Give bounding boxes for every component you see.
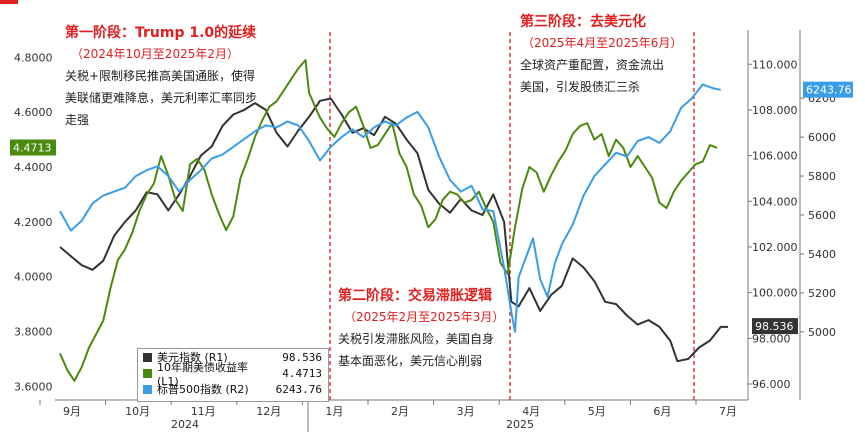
x-month-label: 7月 [719,405,737,418]
left-tick-label: 4.8000 [14,51,53,64]
right2-tick-label: 5800 [808,170,836,183]
right1-tick-label: 104.000 [752,195,798,208]
legend-label: 10年期美债收益率 (L1) [157,360,248,388]
last-value-r1-bg [752,318,798,335]
phase3-line: 全球资产重配置，资金流出 [520,58,665,72]
right2-tick-label: 5400 [808,248,836,261]
legend-value: 98.536 [282,350,322,364]
right1-tick-label: 108.000 [752,104,798,117]
x-month-label: 12月 [256,405,281,418]
phase2-line: 基本面恶化，美元信心削弱 [338,354,483,368]
right2-tick-label: 5200 [808,287,836,300]
right1-tick-label: 106.000 [752,150,798,163]
series-line [59,83,721,333]
phase1-annotation: 第一阶段：Trump 1.0的延续 （2024年10月至2025年2月） 关税+… [65,23,257,131]
last-value-l1-bg [10,139,56,156]
x-month-label: 10月 [125,405,150,418]
x-month-label: 6月 [653,405,671,418]
legend-value: 4.4713 [282,366,322,380]
phase2-period: （2025年2月至2025年3月） [344,310,505,324]
phase1-line: 关税+限制移民推高美国通胀，使得 [65,69,256,83]
phase2-title: 第二阶段：交易滞胀逻辑 [338,288,492,304]
left-tick-label: 3.8000 [14,325,53,338]
chart-legend: 美元指数 (R1) 98.536 10年期美债收益率 (L1) 4.4713 标… [137,348,329,402]
phase2-annotation: 第二阶段：交易滞胀逻辑 （2025年2月至2025年3月） 关税引发滞胀风险，美… [338,286,504,372]
last-value-r1: 98.536 [755,320,794,333]
legend-swatch [143,352,152,362]
x-month-label: 3月 [457,405,475,418]
last-value-r2-bg [803,81,853,98]
x-month-label: 9月 [63,405,81,418]
legend-swatch [143,368,152,378]
legend-label: 美元指数 (R1) [157,351,228,364]
last-value-r2: 6243.76 [806,84,852,97]
phase3-period: （2025年4月至2025年6月） [522,36,683,50]
phase1-line: 走强 [65,113,90,127]
phase3-annotation: 第三阶段：去美元化 （2025年4月至2025年6月） 全球资产重配置，资金流出… [520,12,682,98]
left-tick-label: 4.4000 [14,161,53,174]
x-year-label: 2025 [506,418,534,431]
left-tick-label: 4.2000 [14,216,53,229]
last-value-l1: 4.4713 [13,141,52,154]
legend-swatch [143,384,152,394]
legend-entry: 美元指数 (R1) 98.536 [138,349,328,365]
x-year-label: 2024 [171,418,199,431]
x-month-label: 4月 [522,405,540,418]
phase1-title: 第一阶段：Trump 1.0的延续 [65,25,257,41]
series-line [59,97,728,363]
legend-entry: 标普500指数 (R2) 6243.76 [138,381,328,397]
left-tick-label: 4.6000 [14,106,53,119]
legend-label: 标普500指数 (R2) [157,383,249,396]
legend-value: 6243.76 [275,382,322,396]
right2-tick-label: 5600 [808,209,836,222]
phase3-line: 美国，引发股债汇三杀 [520,80,641,94]
legend-entry: 10年期美债收益率 (L1) 4.4713 [138,361,328,388]
phase1-line: 美联储更难降息，美元利率汇率同步 [65,91,258,105]
title-accent-bar [0,0,18,4]
right1-tick-label: 102.000 [752,241,798,254]
x-month-label: 5月 [588,405,606,418]
x-month-label: 2月 [391,405,409,418]
right2-tick-label: 5000 [808,326,836,339]
right1-tick-label: 110.000 [752,58,798,71]
right1-tick-label: 98.000 [752,332,791,345]
x-month-label: 1月 [325,405,343,418]
right1-tick-label: 96.000 [752,378,791,391]
left-tick-label: 4.0000 [14,271,53,284]
phase1-period: （2024年10月至2025年2月） [71,47,239,61]
phase3-title: 第三阶段：去美元化 [520,14,646,30]
right2-tick-label: 6000 [808,131,836,144]
right1-tick-label: 100.000 [752,287,798,300]
phase2-line: 关税引发滞胀风险，美国自身 [338,332,495,346]
x-month-label: 11月 [191,405,216,418]
left-tick-label: 3.6000 [14,380,53,393]
